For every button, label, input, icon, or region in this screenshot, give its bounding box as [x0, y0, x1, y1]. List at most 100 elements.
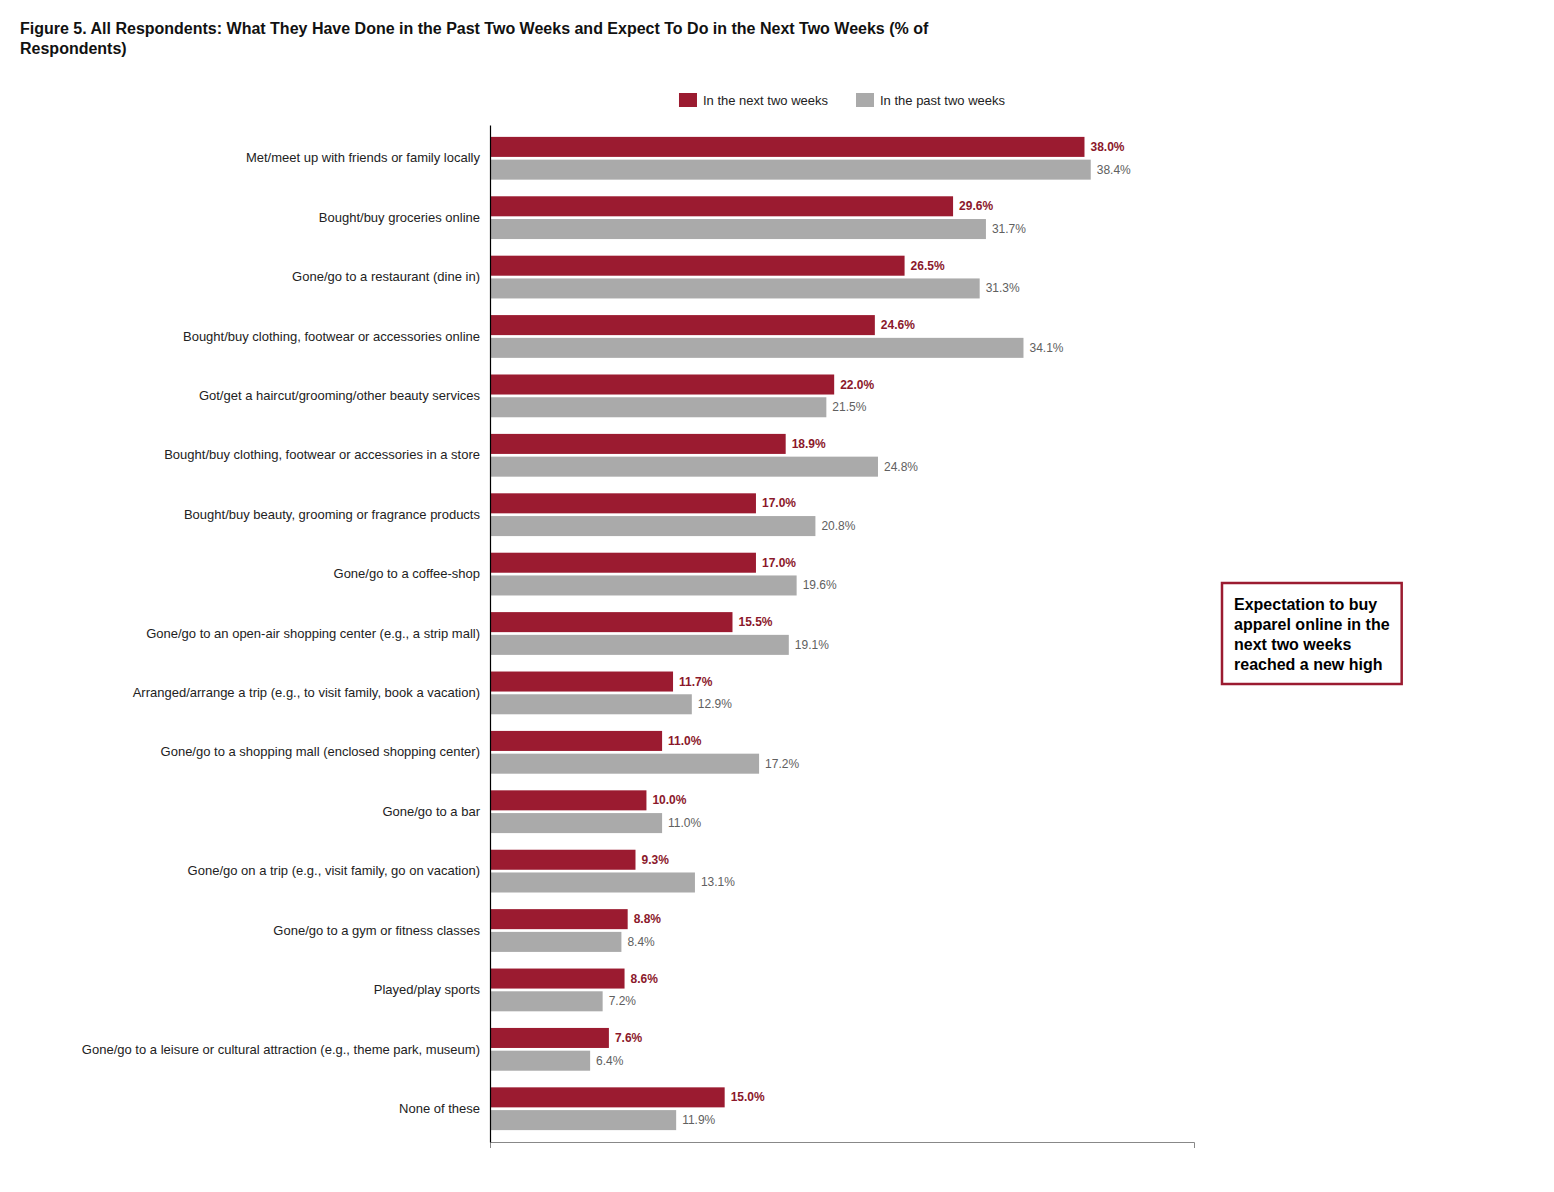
y-tick: Met/meet up with friends or family local…: [246, 150, 481, 165]
series-bars: [490, 160, 1091, 1130]
data-label: 38.4%: [1097, 163, 1131, 177]
y-tick: Gone/go to a bar: [382, 804, 480, 819]
y-tick: Arranged/arrange a trip (e.g., to visit …: [133, 685, 480, 700]
bar: [490, 493, 756, 513]
bar: [490, 278, 980, 298]
bar: [490, 813, 662, 833]
bar: [490, 1110, 676, 1130]
y-tick-label: Played/play sports: [374, 982, 481, 997]
y-tick: Gone/go to a leisure or cultural attract…: [82, 1041, 480, 1056]
y-tick-label: Gone/go to a gym or fitness classes: [273, 923, 480, 938]
y-tick-label: Gone/go to a restaurant (dine in): [292, 269, 480, 284]
bar: [490, 932, 621, 952]
data-label: 29.6%: [959, 199, 993, 213]
bar: [490, 137, 1084, 157]
data-label: 34.1%: [1029, 341, 1063, 355]
data-label: 19.6%: [803, 578, 837, 592]
data-label: 7.2%: [609, 994, 637, 1008]
y-tick: Bought/buy clothing, footwear or accesso…: [164, 447, 480, 462]
legend-swatch: [856, 93, 874, 107]
data-label: 21.5%: [832, 400, 866, 414]
bar: [490, 219, 986, 239]
data-label: 15.0%: [731, 1090, 765, 1104]
data-label: 12.9%: [698, 697, 732, 711]
annotation: Expectation to buyapparel online in then…: [1222, 583, 1402, 684]
data-labels: 38.0%29.6%26.5%24.6%22.0%18.9%17.0%17.0%…: [596, 140, 1131, 1127]
data-label: 8.4%: [627, 935, 655, 949]
data-label: 10.0%: [652, 793, 686, 807]
bar: [490, 1051, 590, 1071]
data-label: 11.0%: [668, 816, 701, 830]
data-label: 38.0%: [1090, 140, 1124, 154]
bar: [490, 872, 695, 892]
x-axis: [491, 1143, 1195, 1149]
annotation-box: [1222, 583, 1402, 684]
y-tick: Gone/go on a trip (e.g., visit family, g…: [188, 863, 480, 878]
bar: [490, 315, 875, 335]
bar: [490, 790, 646, 810]
bar: [490, 909, 628, 929]
annotation-text: Expectation to buyapparel online in then…: [1234, 595, 1390, 672]
bar: [490, 434, 786, 454]
bar: [490, 338, 1023, 358]
y-axis-line: [490, 126, 491, 1143]
legend-label: In the next two weeks: [703, 93, 829, 108]
data-label: 22.0%: [840, 378, 874, 392]
bar: [490, 672, 673, 692]
y-tick: Gone/go to a coffee-shop: [334, 566, 480, 581]
y-tick-label: Bought/buy beauty, grooming or fragrance…: [184, 507, 481, 522]
bar: [490, 553, 756, 573]
y-tick: Bought/buy groceries online: [319, 210, 480, 225]
data-label: 11.9%: [682, 1113, 715, 1127]
chart: Figure 5. All Respondents: What They Hav…: [0, 0, 1554, 1192]
data-label: 11.0%: [668, 734, 702, 748]
legend-label: In the past two weeks: [880, 93, 1006, 108]
data-label: 9.3%: [641, 853, 669, 867]
y-tick-label: Bought/buy groceries online: [319, 210, 480, 225]
data-label: 24.6%: [881, 318, 915, 332]
y-tick: Bought/buy clothing, footwear or accesso…: [183, 329, 480, 344]
y-tick: Got/get a haircut/grooming/other beauty …: [199, 388, 481, 403]
bar: [490, 969, 625, 989]
x-axis-line: [491, 1143, 1195, 1149]
y-tick-label: Bought/buy clothing, footwear or accesso…: [183, 329, 480, 344]
bar: [490, 1028, 609, 1048]
data-label: 8.6%: [631, 972, 659, 986]
bar: [490, 731, 662, 751]
data-label: 17.2%: [765, 757, 799, 771]
bar: [490, 694, 692, 714]
bar: [490, 991, 603, 1011]
y-tick-label: Arranged/arrange a trip (e.g., to visit …: [133, 685, 480, 700]
bar: [490, 256, 905, 276]
y-tick-label: Got/get a haircut/grooming/other beauty …: [199, 388, 481, 403]
bar: [490, 397, 826, 417]
y-tick-label: Gone/go to a shopping mall (enclosed sho…: [161, 744, 480, 759]
data-label: 8.8%: [634, 912, 662, 926]
y-tick-label: Gone/go on a trip (e.g., visit family, g…: [188, 863, 480, 878]
data-label: 31.7%: [992, 222, 1026, 236]
y-tick-label: None of these: [399, 1101, 480, 1116]
data-label: 13.1%: [701, 875, 735, 889]
data-label: 19.1%: [795, 638, 829, 652]
y-tick-label: Gone/go to a bar: [382, 804, 480, 819]
y-tick-label: Gone/go to a leisure or cultural attract…: [82, 1041, 480, 1056]
y-tick: Gone/go to an open-air shopping center (…: [146, 626, 480, 641]
legend-swatch: [679, 93, 697, 107]
data-label: 31.3%: [986, 281, 1020, 295]
bar: [490, 374, 834, 394]
y-tick: Bought/buy beauty, grooming or fragrance…: [184, 507, 481, 522]
data-label: 6.4%: [596, 1054, 624, 1068]
y-axis: Met/meet up with friends or family local…: [82, 126, 491, 1143]
y-tick: Gone/go to a gym or fitness classes: [273, 923, 480, 938]
legend: In the next two weeks In the past two wee…: [679, 93, 1006, 108]
y-tick-label: Met/meet up with friends or family local…: [246, 150, 481, 165]
data-label: 20.8%: [821, 519, 855, 533]
data-label: 24.8%: [884, 460, 918, 474]
title: Figure 5. All Respondents: What They Hav…: [20, 20, 929, 57]
data-label: 17.0%: [762, 496, 796, 510]
bar: [490, 457, 878, 477]
y-tick: Gone/go to a restaurant (dine in): [292, 269, 480, 284]
legend-item: In the past two weeks: [856, 93, 1006, 108]
y-tick-label: Bought/buy clothing, footwear or accesso…: [164, 447, 480, 462]
data-label: 26.5%: [911, 259, 945, 273]
